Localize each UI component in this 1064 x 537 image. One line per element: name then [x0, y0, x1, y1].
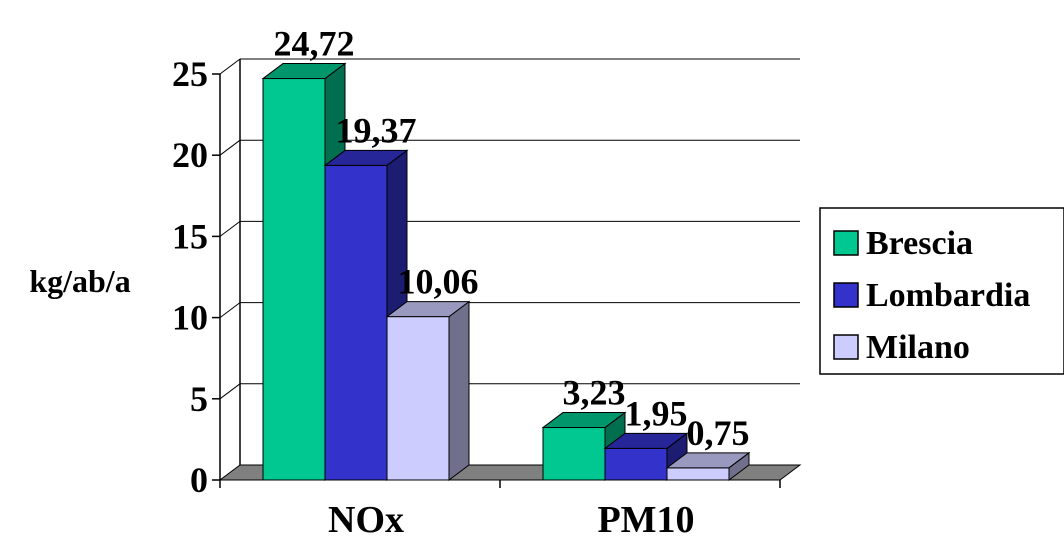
data-label: 19,37: [336, 110, 417, 150]
data-labels: 24,72 19,37 10,06 3,231,95 0,75: [274, 24, 750, 453]
gridline-diagonal: [219, 383, 241, 400]
data-label: 3,23: [563, 373, 626, 413]
legend-label: Brescia: [866, 225, 973, 262]
y-tick-label: 0: [190, 460, 208, 500]
legend: Brescia Lombardia Milano: [819, 207, 1064, 375]
bar-brescia-pm10: [541, 411, 627, 481]
gridline-diagonal: [219, 139, 241, 156]
y-tick-label: 15: [172, 216, 208, 256]
bar-top: [261, 63, 347, 80]
bar-front: [604, 447, 668, 481]
y-axis-ticks: 0 5 10 15 20 25: [172, 54, 220, 500]
bar-milano-nox: [385, 300, 471, 481]
bars: [261, 62, 751, 481]
bar-front: [324, 164, 388, 481]
data-label: 10,06: [398, 262, 479, 302]
bar-front: [542, 427, 606, 481]
gridline-diagonal: [219, 302, 241, 319]
legend-item: Lombardia: [833, 277, 1030, 314]
gridline-diagonal: [219, 220, 241, 237]
bar-top: [323, 149, 409, 166]
legend-label: Lombardia: [866, 277, 1030, 314]
legend-swatch: [833, 282, 859, 308]
bar-milano-pm10: [665, 451, 751, 481]
legend-swatch: [833, 230, 859, 256]
y-tick-label: 5: [190, 379, 208, 419]
bar-side: [448, 300, 470, 481]
bar-front: [262, 78, 326, 481]
bar-top: [385, 301, 471, 318]
bar-top: [665, 452, 751, 469]
data-label: 24,72: [274, 24, 355, 64]
category-label: NOx: [328, 499, 404, 537]
gridline-diagonal: [219, 58, 241, 75]
y-tick-label: 10: [172, 298, 208, 338]
bar-front: [666, 467, 730, 481]
bar-front: [386, 316, 450, 481]
legend-item: Brescia: [833, 225, 973, 262]
data-label: 1,95: [625, 393, 688, 433]
y-axis-label: kg/ab/a: [29, 263, 130, 299]
legend-label: Milano: [866, 329, 970, 366]
category-label: PM10: [597, 499, 694, 537]
category-labels: NOx PM10: [328, 499, 695, 537]
y-tick-label: 20: [172, 135, 208, 175]
data-label: 0,75: [687, 413, 750, 453]
x-axis-ticks: [219, 480, 781, 488]
bar-top: [541, 412, 627, 429]
legend-item: Milano: [833, 329, 970, 366]
y-tick-label: 25: [172, 54, 208, 94]
legend-box: [819, 207, 1064, 375]
legend-swatch: [833, 334, 859, 360]
bar-top: [603, 432, 689, 449]
